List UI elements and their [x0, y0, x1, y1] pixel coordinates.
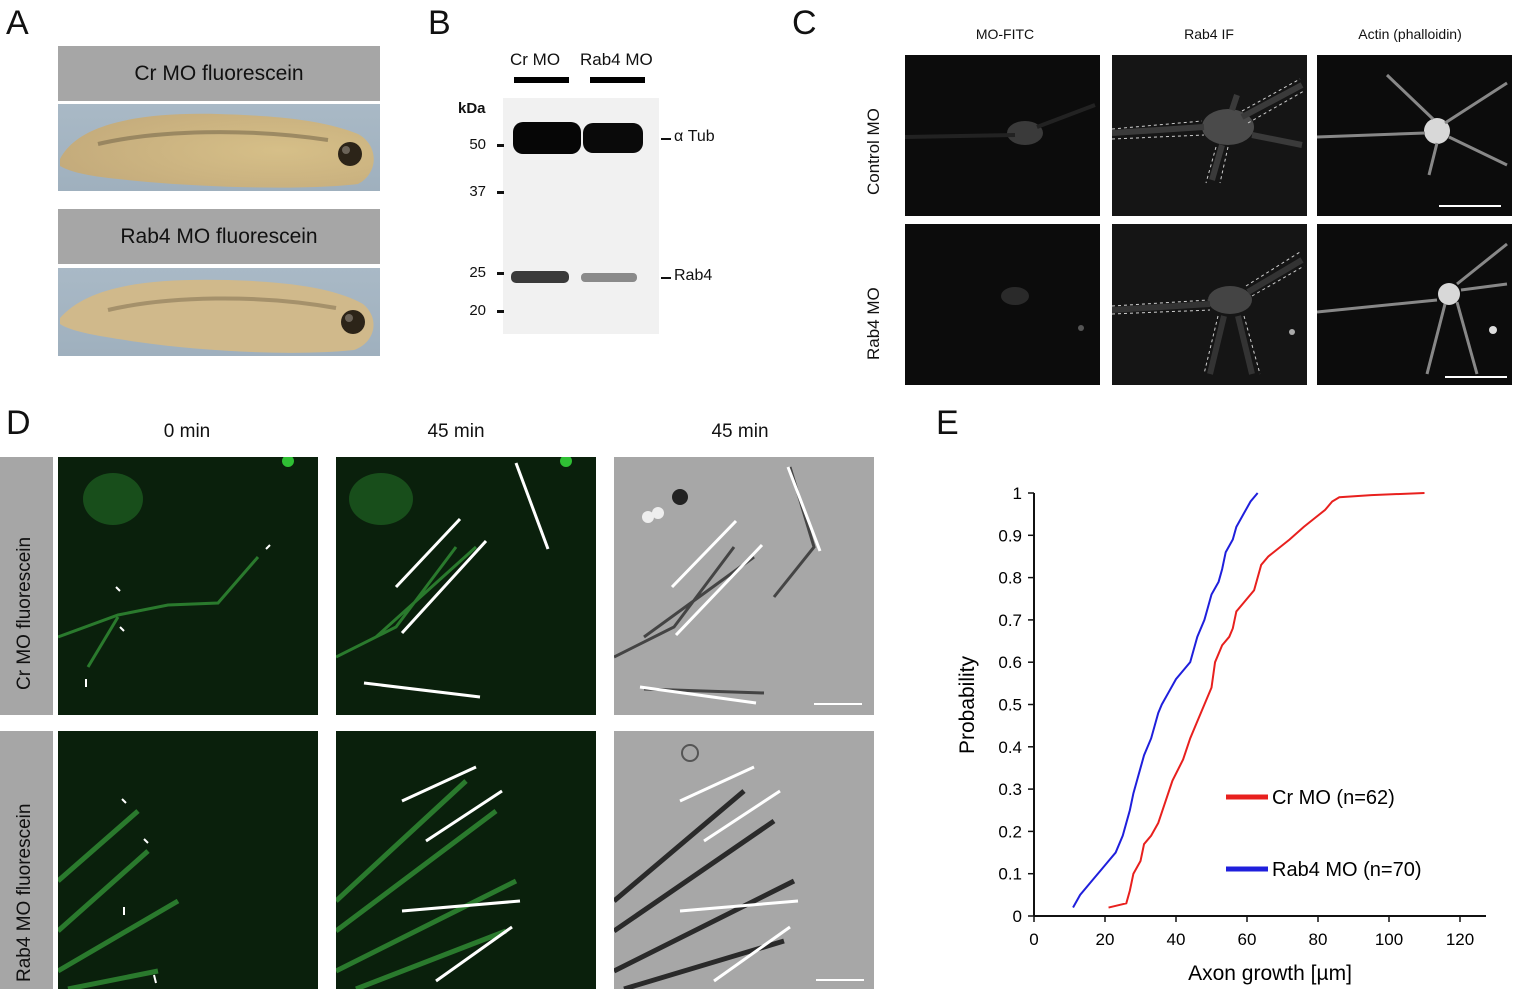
- row-head-control-mo: Control MO: [864, 108, 883, 195]
- row-head-rab4-mo: Rab4 MO: [864, 287, 883, 360]
- y-axis-label: Probability: [956, 655, 979, 754]
- x-tick-label: 120: [1446, 930, 1474, 949]
- timelapse-cr-0min: [58, 457, 318, 715]
- lane-marker-bar-1: [514, 77, 569, 83]
- x-tick-label: 100: [1375, 930, 1403, 949]
- column-head-mo-fitc: MO-FITC: [975, 26, 1035, 42]
- row-label-cr-mo-fluorescein: Cr MO fluorescein: [14, 536, 35, 690]
- y-tick-label: 0: [1013, 907, 1022, 926]
- x-tick-label: 20: [1096, 930, 1115, 949]
- kda-marker-20: 20: [469, 302, 486, 319]
- cdf-chart: 0 20 40 60 80 100 120 0 0.1 0.2 0.3 0.4 0.5 0.6 0.7 0.…: [956, 484, 1486, 985]
- y-tick-label: 0.6: [998, 653, 1022, 672]
- series-line-0: [1108, 492, 1425, 909]
- row-side-bar-cr: [0, 457, 53, 715]
- row-label-rab4-mo-fluorescein: Rab4 MO fluorescein: [14, 803, 35, 982]
- y-tick-label: 0.7: [998, 611, 1022, 630]
- kda-tick-20: [497, 310, 504, 313]
- micrograph-control-rab4: [1112, 55, 1307, 216]
- column-head-actin: Actin (phalloidin): [1358, 26, 1462, 42]
- panel-d-letter: D: [6, 404, 31, 442]
- western-blot-membrane: [503, 98, 659, 334]
- y-tick-label: 0.5: [998, 696, 1022, 715]
- micrograph-rab4mo-fitc: [905, 224, 1100, 385]
- time-head-45-min-phase: 45 min: [711, 421, 769, 442]
- time-head-45-min-fluor: 45 min: [427, 421, 485, 442]
- kda-tick-25: [497, 272, 504, 275]
- legend-label-rab4-mo: Rab4 MO (n=70): [1272, 859, 1422, 881]
- band-label-rab4: Rab4: [674, 267, 713, 284]
- micrograph-control-actin: [1317, 55, 1512, 216]
- timelapse-cr-45min: [336, 457, 596, 715]
- y-tick-label: 0.8: [998, 569, 1022, 588]
- kda-marker-50: 50: [469, 136, 486, 153]
- chart-legend: Cr MO (n=62) Rab4 MO (n=70): [1226, 787, 1422, 881]
- micrograph-rab4mo-rab4: [1112, 224, 1307, 385]
- time-head-0-min: 0 min: [163, 421, 211, 442]
- series-line-1: [1072, 492, 1259, 909]
- x-axis-label: Axon growth [µm]: [1188, 962, 1352, 985]
- panel-c-letter: C: [792, 4, 817, 42]
- panel-a-bottom-label: Rab4 MO fluorescein: [58, 209, 380, 264]
- band-pointer-tub: [661, 138, 671, 140]
- tadpole-control-image: [58, 104, 380, 191]
- y-tick-label: 0.3: [998, 780, 1022, 799]
- tadpole-rab4-image: [58, 268, 380, 356]
- lane-label-cr-mo: Cr MO: [510, 50, 561, 69]
- micrograph-control-fitc: [905, 55, 1100, 216]
- panel-a-letter: A: [6, 4, 29, 42]
- x-tick-label: 80: [1309, 930, 1328, 949]
- x-tick-label: 0: [1029, 930, 1038, 949]
- phase-contrast-cr-45min: [614, 457, 874, 715]
- kda-marker-25: 25: [469, 264, 486, 281]
- phase-contrast-rab4-45min: [614, 731, 874, 989]
- x-tick-label: 60: [1238, 930, 1257, 949]
- panel-b-letter: B: [428, 4, 451, 42]
- y-tick-label: 0.1: [998, 865, 1022, 884]
- lane-label-rab4-mo: Rab4 MO: [580, 50, 653, 69]
- y-tick-label: 0.2: [998, 822, 1022, 841]
- timelapse-rab4-45min: [336, 731, 596, 989]
- lane-marker-bar-2: [590, 77, 645, 83]
- kda-tick-37: [497, 191, 504, 194]
- band-label-alpha-tub: α Tub: [674, 128, 715, 145]
- legend-label-cr-mo: Cr MO (n=62): [1272, 787, 1395, 809]
- kda-tick-50: [497, 144, 504, 147]
- y-tick-label: 1: [1013, 484, 1022, 503]
- timelapse-rab4-0min: [58, 731, 318, 989]
- row-side-bar-rab4: [0, 731, 53, 989]
- band-pointer-rab4: [661, 277, 671, 279]
- panel-a-top-label: Cr MO fluorescein: [58, 46, 380, 101]
- column-head-rab4-if: Rab4 IF: [1184, 26, 1234, 42]
- y-tick-label: 0.9: [998, 526, 1022, 545]
- panel-e-letter: E: [936, 404, 959, 442]
- kda-marker-37: 37: [469, 183, 486, 200]
- kda-unit-label: kDa: [458, 100, 486, 117]
- micrograph-rab4mo-actin: [1317, 224, 1512, 385]
- x-tick-label: 40: [1167, 930, 1186, 949]
- y-tick-label: 0.4: [998, 738, 1022, 757]
